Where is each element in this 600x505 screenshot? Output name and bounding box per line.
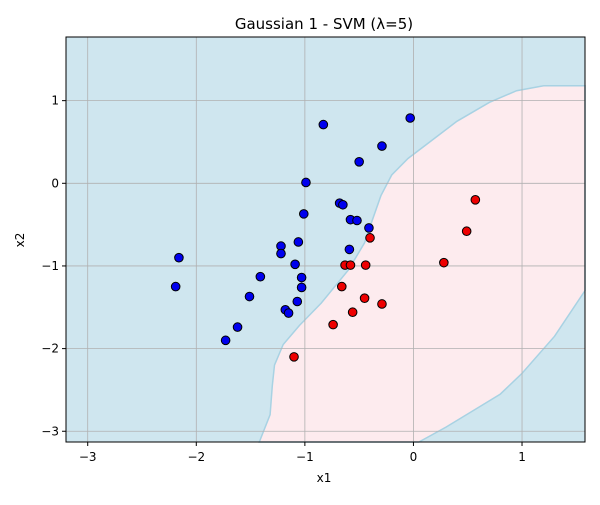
x-tick-label: 1 bbox=[518, 450, 526, 464]
region-red-class bbox=[258, 85, 586, 443]
red-data-point bbox=[461, 226, 472, 237]
blue-data-point bbox=[354, 157, 364, 167]
data-points bbox=[170, 113, 481, 362]
blue-data-point bbox=[296, 272, 307, 283]
blue-data-point bbox=[244, 291, 255, 302]
blue-data-point bbox=[255, 271, 266, 282]
blue-data-point bbox=[364, 223, 374, 233]
red-data-point bbox=[360, 260, 371, 270]
blue-data-point bbox=[318, 119, 329, 130]
blue-data-point bbox=[174, 252, 184, 263]
y-axis-label: x2 bbox=[13, 233, 27, 248]
red-data-point bbox=[289, 352, 299, 362]
y-tick-label: 0 bbox=[51, 176, 59, 190]
red-data-point bbox=[470, 195, 481, 205]
x-tick-labels: −3 −2 −1 0 1 bbox=[79, 450, 526, 464]
blue-data-point bbox=[232, 322, 243, 332]
blue-data-point bbox=[352, 215, 362, 226]
chart-title: Gaussian 1 - SVM (λ=5) bbox=[235, 15, 413, 33]
grid-lines bbox=[66, 37, 585, 442]
x-tick-label: −3 bbox=[79, 450, 97, 464]
blue-data-point bbox=[377, 141, 387, 151]
blue-data-point bbox=[405, 113, 415, 123]
blue-data-point bbox=[290, 259, 300, 270]
plot-frame bbox=[65, 36, 586, 443]
blue-data-point bbox=[293, 237, 304, 247]
red-data-point bbox=[377, 299, 387, 309]
red-data-point bbox=[365, 233, 375, 243]
x-tick-label: −1 bbox=[296, 450, 314, 464]
blue-data-point bbox=[344, 244, 355, 255]
blue-data-point bbox=[170, 281, 181, 292]
blue-data-point bbox=[301, 177, 311, 188]
y-tick-label: −3 bbox=[41, 424, 59, 438]
red-data-point bbox=[328, 319, 338, 330]
blue-data-point bbox=[338, 199, 348, 210]
red-data-point bbox=[347, 307, 358, 318]
y-tick-label: −1 bbox=[41, 259, 59, 273]
blue-data-point bbox=[296, 282, 307, 293]
red-data-point bbox=[345, 260, 356, 270]
y-tick-label: −2 bbox=[41, 342, 59, 356]
red-data-point bbox=[359, 293, 370, 303]
x-axis-label: x1 bbox=[317, 471, 332, 485]
y-tick-label: 1 bbox=[51, 94, 59, 108]
blue-data-point bbox=[298, 209, 309, 219]
red-data-point bbox=[439, 257, 449, 268]
blue-data-point bbox=[283, 308, 294, 318]
blue-data-point bbox=[220, 335, 231, 346]
x-tick-label: −2 bbox=[187, 450, 205, 464]
blue-data-point bbox=[292, 296, 303, 307]
plot-background bbox=[66, 37, 586, 443]
blue-data-point bbox=[276, 248, 286, 259]
axes-frame bbox=[62, 36, 586, 446]
red-data-point bbox=[336, 281, 347, 292]
y-tick-labels: −3 −2 −1 0 1 bbox=[41, 94, 59, 439]
x-tick-label: 0 bbox=[410, 450, 418, 464]
